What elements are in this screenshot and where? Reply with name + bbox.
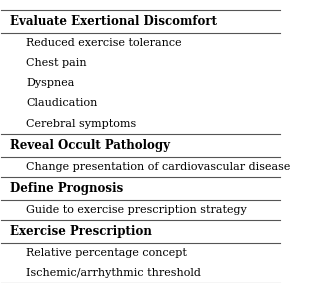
Text: Change presentation of cardiovascular disease: Change presentation of cardiovascular di… xyxy=(27,162,291,172)
Text: Reveal Occult Pathology: Reveal Occult Pathology xyxy=(10,139,170,152)
Text: Dyspnea: Dyspnea xyxy=(27,78,75,88)
Text: Exercise Prescription: Exercise Prescription xyxy=(10,225,152,238)
Text: Claudication: Claudication xyxy=(27,98,98,108)
Text: Ischemic/arrhythmic threshold: Ischemic/arrhythmic threshold xyxy=(27,268,201,278)
Text: Define Prognosis: Define Prognosis xyxy=(10,182,123,195)
Text: Chest pain: Chest pain xyxy=(27,58,87,68)
Text: Cerebral symptoms: Cerebral symptoms xyxy=(27,119,137,128)
Text: Guide to exercise prescription strategy: Guide to exercise prescription strategy xyxy=(27,205,247,215)
Text: Relative percentage concept: Relative percentage concept xyxy=(27,248,187,258)
Text: Reduced exercise tolerance: Reduced exercise tolerance xyxy=(27,38,182,48)
Text: Evaluate Exertional Discomfort: Evaluate Exertional Discomfort xyxy=(10,15,217,28)
